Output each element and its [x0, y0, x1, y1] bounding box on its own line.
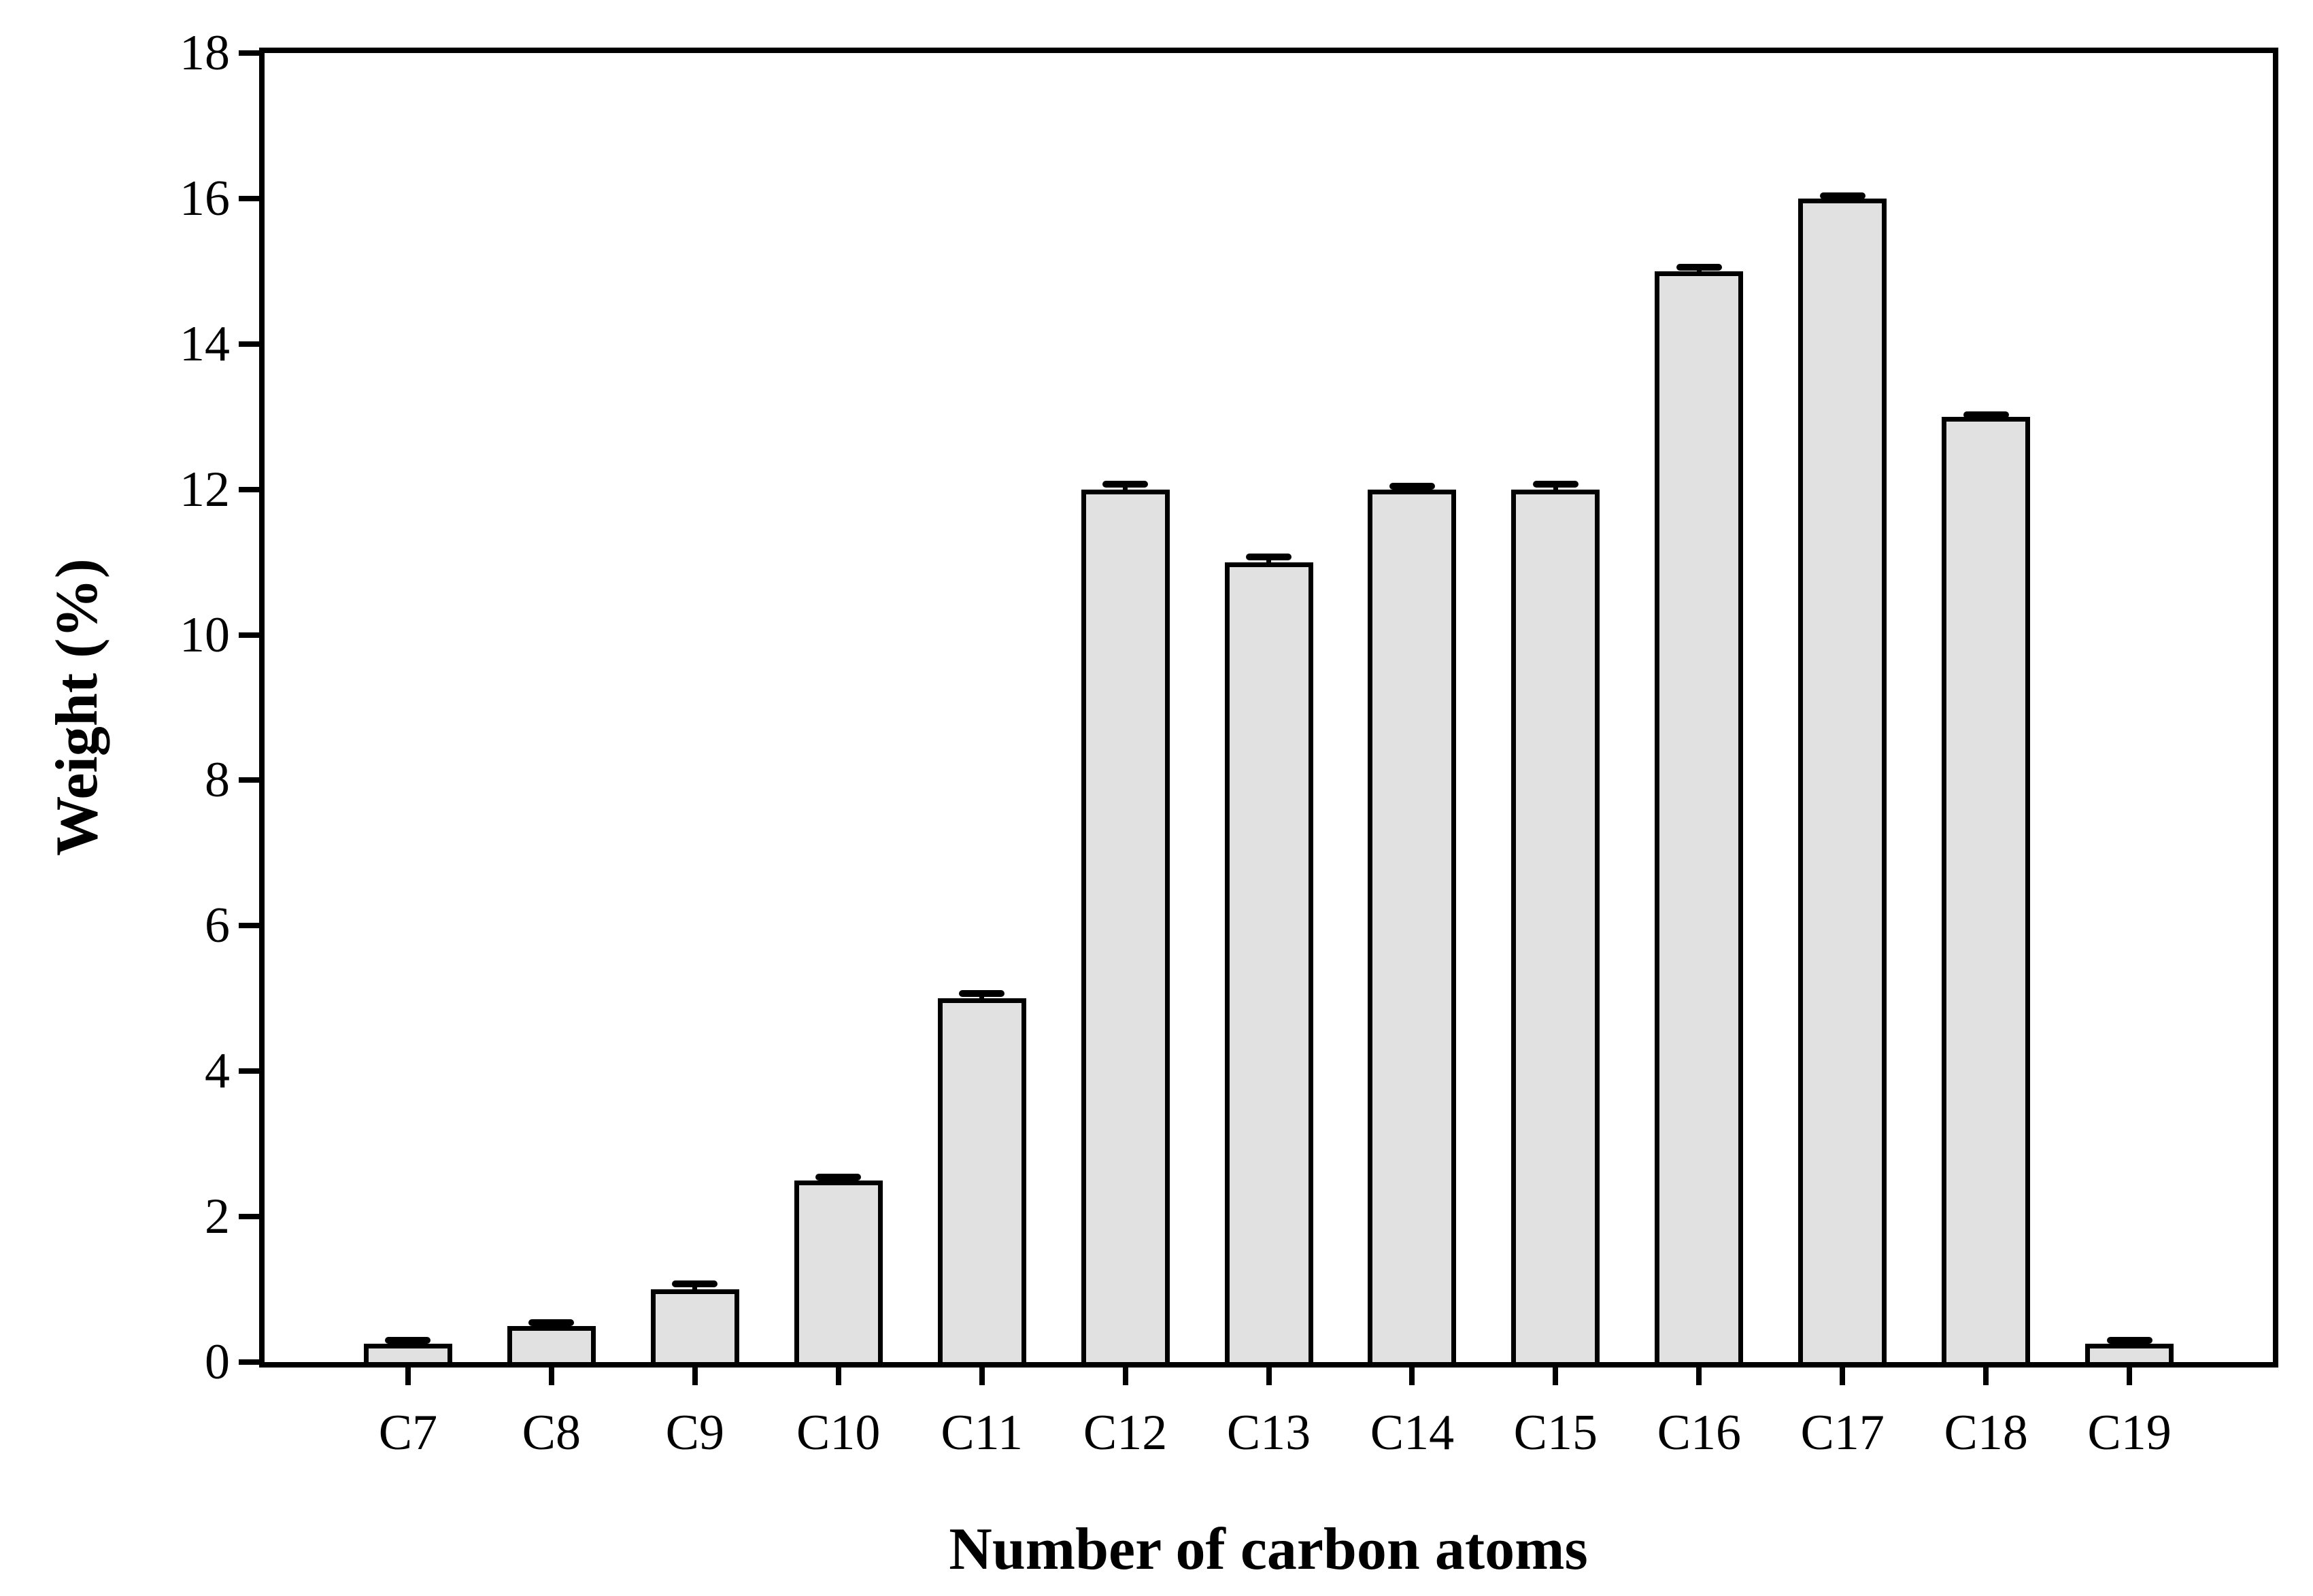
bar [1942, 416, 2031, 1367]
error-bar [979, 993, 985, 1002]
y-tick [239, 50, 265, 56]
bar [1368, 489, 1457, 1367]
x-tick [1840, 1365, 1846, 1385]
y-tick [239, 195, 265, 201]
y-tick-label: 10 [180, 607, 230, 663]
x-tick-label: C14 [1370, 1405, 1455, 1461]
bar [507, 1325, 596, 1367]
x-tick [1409, 1365, 1415, 1385]
x-axis-title: Number of carbon atoms [949, 1516, 1588, 1582]
x-tick [835, 1365, 841, 1385]
y-tick [239, 1359, 265, 1365]
y-axis-title: Weight (%) [44, 558, 110, 856]
y-tick-label: 6 [205, 898, 230, 954]
y-tick-label: 0 [205, 1334, 230, 1390]
bar [1081, 489, 1170, 1367]
bar [1224, 562, 1313, 1367]
y-tick-label: 16 [180, 170, 230, 226]
x-tick-label: C17 [1800, 1405, 1885, 1461]
error-bar-cap [672, 1280, 718, 1287]
error-bar-cap [385, 1336, 431, 1344]
bar [363, 1344, 452, 1367]
error-bar-cap [1389, 483, 1435, 490]
x-tick [1266, 1365, 1272, 1385]
x-tick-label: C13 [1226, 1405, 1311, 1461]
error-bar [692, 1283, 698, 1293]
error-bar-cap [528, 1319, 575, 1327]
error-bar-cap [815, 1174, 862, 1181]
error-bar-cap [959, 989, 1005, 997]
x-tick-label: C18 [1944, 1405, 2028, 1461]
y-tick-label: 4 [205, 1043, 230, 1100]
bar [937, 998, 1026, 1367]
x-tick [1553, 1365, 1559, 1385]
error-bar-cap [2106, 1336, 2152, 1344]
x-tick [1122, 1365, 1128, 1385]
y-tick [239, 486, 265, 492]
x-tick-label: C11 [941, 1405, 1023, 1461]
error-bar-cap [1963, 411, 2009, 418]
x-tick [2127, 1365, 2133, 1385]
bar [1655, 271, 1744, 1367]
error-bar-cap [1819, 192, 1865, 199]
x-tick [1983, 1365, 1989, 1385]
x-tick-label: C8 [522, 1405, 581, 1461]
x-tick-label: C7 [378, 1405, 438, 1461]
y-tick [239, 777, 265, 783]
error-bar [1266, 557, 1271, 565]
x-tick [1696, 1365, 1702, 1385]
x-tick [692, 1365, 698, 1385]
x-tick [979, 1365, 985, 1385]
x-tick [405, 1365, 411, 1385]
y-tick [239, 1068, 265, 1074]
error-bar-cap [1532, 481, 1578, 488]
error-bar [1123, 484, 1128, 492]
x-tick [548, 1365, 554, 1385]
x-tick-label: C10 [796, 1405, 881, 1461]
x-tick-label: C15 [1513, 1405, 1598, 1461]
y-tick [239, 1214, 265, 1220]
x-tick-label: C16 [1657, 1405, 1741, 1461]
y-tick-label: 14 [180, 316, 230, 372]
y-tick-label: 2 [205, 1189, 230, 1245]
y-tick-label: 12 [180, 461, 230, 517]
y-tick-label: 18 [180, 25, 230, 81]
error-bar-cap [1102, 481, 1149, 488]
bar [794, 1180, 883, 1367]
error-bar-cap [1676, 264, 1722, 271]
y-tick [239, 923, 265, 929]
bar [1798, 198, 1887, 1367]
bar [650, 1289, 739, 1367]
bar [1511, 489, 1600, 1367]
y-tick [239, 341, 265, 347]
y-tick-label: 8 [205, 752, 230, 809]
x-tick-label: C12 [1083, 1405, 1168, 1461]
error-bar [1696, 267, 1702, 274]
y-tick [239, 632, 265, 638]
x-tick-label: C19 [2087, 1405, 2172, 1461]
x-tick-label: C9 [665, 1405, 724, 1461]
bar [2085, 1344, 2174, 1367]
error-bar [1553, 484, 1558, 492]
error-bar-cap [1246, 554, 1291, 561]
